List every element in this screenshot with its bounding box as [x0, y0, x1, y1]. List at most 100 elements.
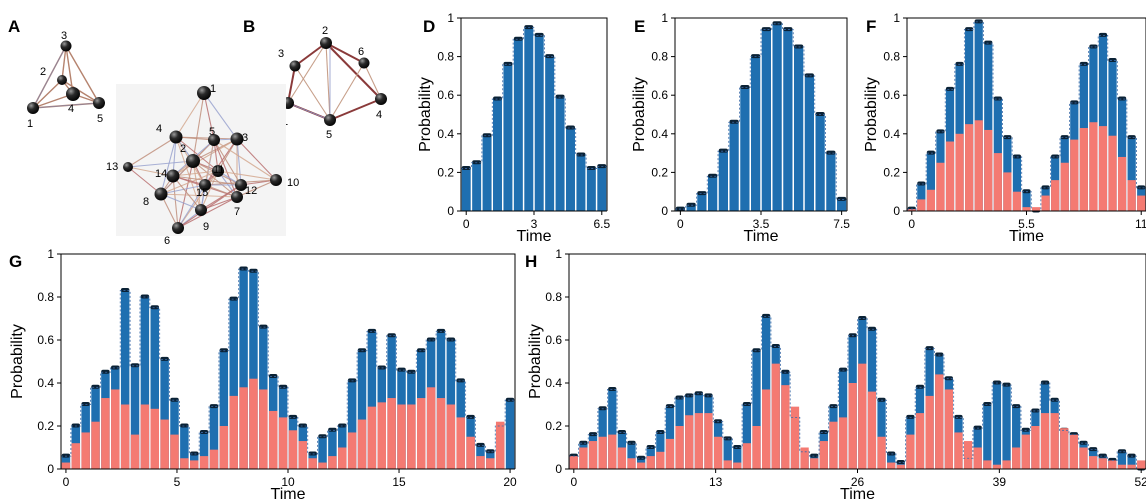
x-tick-label: 0	[908, 217, 915, 231]
graph-b-node	[358, 57, 370, 69]
bar-component	[906, 434, 915, 469]
graph-a-node	[93, 97, 105, 109]
bar-component	[189, 460, 199, 469]
bar-component	[416, 398, 426, 469]
bar-error-cap	[771, 343, 780, 348]
bar-error-cap	[925, 346, 934, 351]
graph-c-node-label: 6	[164, 235, 170, 247]
bar-total	[697, 193, 707, 211]
bar-component	[1022, 207, 1031, 211]
graph-c-edge	[203, 92, 215, 141]
y-tick-label: 0.6	[545, 333, 562, 347]
y-tick-label: 0	[47, 462, 54, 476]
graph-c-edge	[213, 139, 277, 181]
bar-error-cap	[936, 129, 945, 134]
bar-error-cap	[493, 96, 502, 101]
bar-error-cap	[180, 423, 189, 428]
bar-component	[569, 456, 578, 469]
bar-component	[298, 441, 308, 469]
bar-error-cap	[189, 451, 199, 456]
bar-component	[259, 389, 268, 469]
bar-component	[1002, 460, 1011, 469]
graph-c-edge	[160, 193, 202, 211]
bar-error-cap	[239, 266, 248, 271]
bar-error-cap	[482, 133, 492, 138]
bar-error-cap	[249, 268, 258, 273]
theory-line	[907, 21, 1146, 212]
y-tick-label: 0.2	[883, 165, 900, 179]
bar-error-cap	[81, 402, 90, 406]
bar-error-cap	[1098, 453, 1107, 458]
bar-error-cap	[983, 402, 992, 406]
bar-total	[461, 168, 471, 211]
bar-error-cap	[781, 369, 790, 374]
theory-line	[461, 27, 607, 169]
bar-total	[555, 97, 565, 211]
x-tick-label: 15	[392, 475, 406, 489]
graph-a-node-label: 5	[97, 113, 103, 125]
graph-c-node	[172, 222, 184, 234]
bar-component	[896, 464, 905, 469]
bar-error-cap	[308, 451, 317, 456]
bar-error-cap	[686, 202, 696, 207]
bar-total	[576, 155, 586, 211]
y-tick-label: 0.4	[437, 127, 454, 141]
graph-c-node-label: 7	[234, 206, 240, 218]
y-axis-label: Probability	[417, 77, 434, 152]
graph-b-node-label: 4	[376, 109, 382, 121]
bar-component	[1021, 434, 1030, 469]
bar-total	[120, 290, 130, 469]
y-tick-label: 0.6	[37, 333, 54, 347]
graph-c-node-label: 13	[106, 161, 118, 173]
bar-error-cap	[1117, 96, 1127, 101]
bar-error-cap	[1060, 135, 1069, 140]
bar-component	[790, 406, 800, 469]
bar-error-cap	[627, 440, 636, 445]
bar-error-cap	[579, 440, 588, 445]
bar-error-cap	[954, 414, 963, 419]
bar-component	[945, 141, 955, 211]
y-tick-label: 0.4	[545, 376, 562, 390]
graph-c-edge	[127, 136, 177, 168]
bar-error-cap	[608, 386, 617, 391]
bar-error-cap	[896, 460, 905, 465]
y-tick-label: 0	[447, 204, 454, 218]
graph-c-edge	[200, 170, 219, 211]
bar-error-cap	[545, 54, 555, 59]
bar-error-cap	[906, 414, 915, 419]
bar-total	[984, 43, 993, 212]
bar-error-cap	[1127, 453, 1136, 458]
bar-error-cap	[397, 367, 406, 372]
bar-component	[180, 458, 189, 469]
bar-component	[944, 389, 953, 469]
bar-error-cap	[61, 453, 71, 458]
bar-total	[545, 56, 555, 211]
bar-error-cap	[513, 36, 523, 41]
bar-error-cap	[1002, 382, 1011, 387]
bar-error-cap	[387, 333, 396, 338]
y-tick-label: 0	[555, 462, 562, 476]
bar-total	[783, 29, 793, 211]
bar-total	[586, 168, 596, 211]
bar-total	[740, 87, 750, 211]
bar-error-cap	[503, 61, 513, 66]
y-tick-label: 0.6	[651, 88, 668, 102]
bar-error-cap	[1137, 185, 1146, 190]
bar-component	[71, 443, 81, 469]
graph-c-edge	[160, 193, 238, 198]
bar-error-cap	[685, 393, 694, 398]
bar-error-cap	[752, 348, 761, 353]
graph-c-edge	[177, 170, 219, 229]
bar-error-cap	[347, 378, 357, 383]
bar-error-cap	[636, 455, 646, 460]
graph-c-node-label: 8	[143, 196, 149, 208]
bar-error-cap	[1079, 61, 1088, 66]
bar-error-cap	[675, 206, 685, 211]
chart-panel-f: F 0 0.2 0.4 0.6 0.8 1 0 5.5 11 Time Probability	[863, 11, 1146, 245]
bar-error-cap	[219, 348, 229, 353]
graph-c-edge	[127, 166, 174, 177]
graph-c-edge	[236, 138, 277, 181]
bar-error-cap	[819, 429, 828, 434]
graph-a-node	[60, 40, 72, 52]
